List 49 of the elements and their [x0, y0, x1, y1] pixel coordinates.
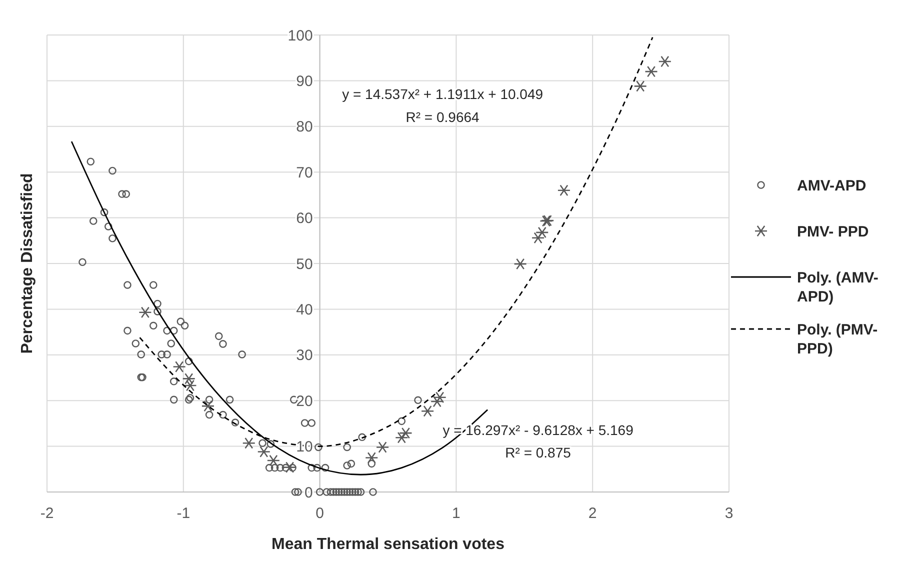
- x-tick-label: 1: [452, 505, 460, 522]
- point: [172, 361, 186, 373]
- y-tick-label: 30: [296, 347, 313, 364]
- point: [376, 441, 390, 453]
- annotation: R² = 0.9664: [406, 108, 480, 125]
- point: [283, 462, 296, 474]
- y-tick-label: 60: [296, 210, 313, 228]
- y-tick-label: 20: [296, 392, 313, 410]
- point: [364, 452, 378, 464]
- point: [535, 226, 549, 238]
- annotation: y = 16.297x² - 9.6128x + 5.169: [442, 422, 634, 438]
- point: [394, 432, 408, 444]
- point: [257, 446, 271, 458]
- point: [557, 184, 571, 196]
- x-axis-title: Mean Thermal sensation votes: [272, 536, 505, 553]
- point: [658, 56, 672, 68]
- annotation: R² = 0.875: [505, 444, 572, 461]
- point: [430, 396, 444, 408]
- point: [182, 372, 196, 384]
- annotation: y = 14.537x² + 1.1911x + 10.049: [342, 86, 544, 102]
- legend-label: AMV-APD: [797, 177, 866, 194]
- y-tick-label: 70: [296, 164, 313, 182]
- point: [420, 405, 434, 417]
- y-axis-title: Percentage Dissatisfied: [19, 173, 36, 354]
- point: [514, 258, 527, 270]
- y-tick-label: 0: [304, 484, 313, 502]
- x-tick-label: 0: [316, 505, 324, 522]
- x-tick-label: -2: [40, 505, 54, 522]
- y-tick-label: 80: [296, 118, 313, 136]
- point: [399, 427, 412, 439]
- legend-label: PMV- PPD: [797, 223, 869, 240]
- point: [201, 400, 215, 412]
- point: [634, 80, 647, 92]
- point: [138, 306, 152, 318]
- x-tick-label: -1: [176, 505, 190, 522]
- y-tick-label: 50: [296, 256, 313, 273]
- y-tick-label: 100: [288, 27, 313, 44]
- y-tick-label: 40: [296, 301, 313, 318]
- legend-label: Poly. (AMV-APD): [797, 269, 878, 306]
- point: [531, 232, 545, 244]
- point: [433, 392, 446, 404]
- legend-label: Poly. (PMV-PPD): [797, 321, 878, 358]
- point: [242, 437, 256, 449]
- x-tick-label: 2: [588, 505, 597, 522]
- y-tick-label: 90: [296, 72, 313, 90]
- point: [184, 380, 197, 392]
- point: [644, 66, 658, 78]
- point: [266, 454, 280, 466]
- x-tick-label: 3: [724, 505, 734, 522]
